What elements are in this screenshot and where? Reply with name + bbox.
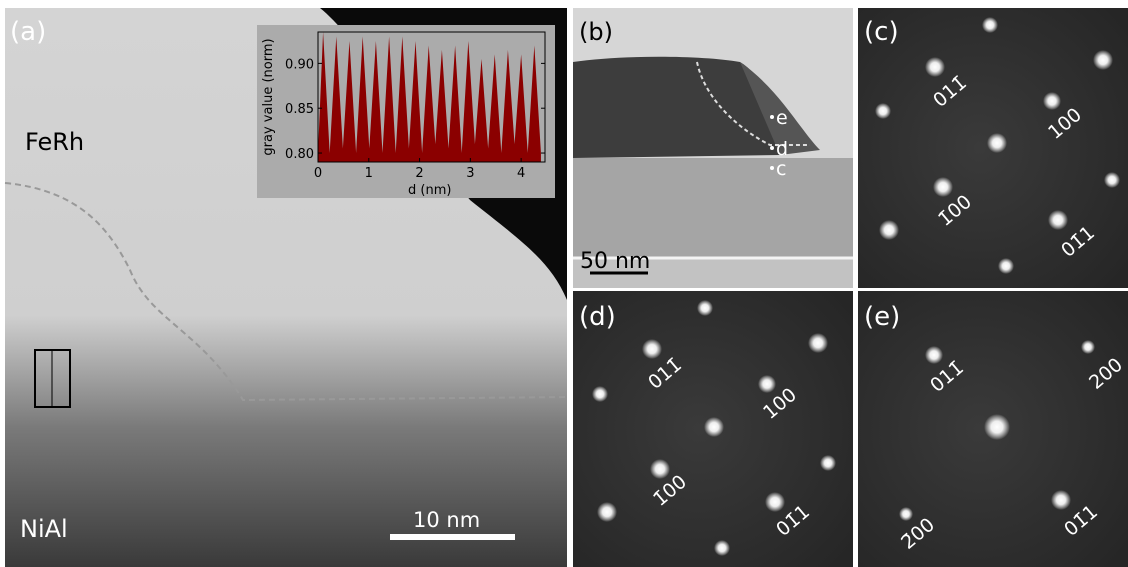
diffraction-spot [933,177,953,197]
panel-label: (c) [864,17,899,47]
diffraction-spot [1093,50,1113,70]
diffraction-spot [879,220,899,240]
diffraction-spot [650,459,670,479]
diffraction-spot [984,414,1010,440]
point [770,115,774,119]
grain [573,56,780,158]
diffraction-spot [597,502,617,522]
point [770,166,774,170]
point-label: c [776,158,786,180]
point-label: e [776,107,788,129]
diffraction-spot [642,339,662,359]
grain-edge [740,62,820,155]
x-axis-label: d (nm) [408,183,451,198]
x-tick-label: 3 [466,166,474,181]
diffraction-spot [697,300,713,316]
profile-area [318,32,541,162]
panel-label: (a) [10,17,46,47]
scale-text: 10 nm [413,508,480,532]
diffraction-spot [925,346,943,364]
diffraction-spot [1104,172,1120,188]
substrate [573,158,853,258]
x-tick-label: 1 [365,166,373,181]
point-label: d [776,138,788,160]
diffraction-spot [925,57,945,77]
diffraction-spot [899,507,913,521]
diffraction-spot [808,333,828,353]
x-tick-label: 2 [415,166,423,181]
diffraction-spot [758,375,776,393]
diffraction-spot [1043,92,1061,110]
diffraction-spot [1048,210,1068,230]
y-tick-label: 0.85 [285,102,314,117]
diffraction-spot [765,492,785,512]
panel-label: (e) [864,302,900,332]
region-label: FeRh [25,128,84,156]
y-tick-label: 0.80 [285,147,314,162]
x-tick-label: 0 [314,166,322,181]
x-tick-label: 4 [517,166,525,181]
diffraction-spot [714,540,730,556]
y-axis-label: gray value (norm) [261,38,276,155]
y-tick-label: 0.90 [285,57,314,72]
diffraction-spot [1081,340,1095,354]
diffraction-spot [987,133,1007,153]
diffraction-spot [875,103,891,119]
diffraction-spot [592,386,608,402]
panel-label: (d) [579,302,616,332]
diffraction-spot [982,17,998,33]
point [770,146,774,150]
diffraction-spot [820,455,836,471]
diffraction-spot [704,417,724,437]
boundary [696,61,810,146]
inset-plot [317,31,546,163]
diffraction-spot [1051,490,1071,510]
interface [4,182,568,402]
diffraction-spot [998,258,1014,274]
region-label: NiAl [20,515,68,543]
panel-label: (b) [579,18,613,46]
scale-text: 50 nm [580,249,650,274]
